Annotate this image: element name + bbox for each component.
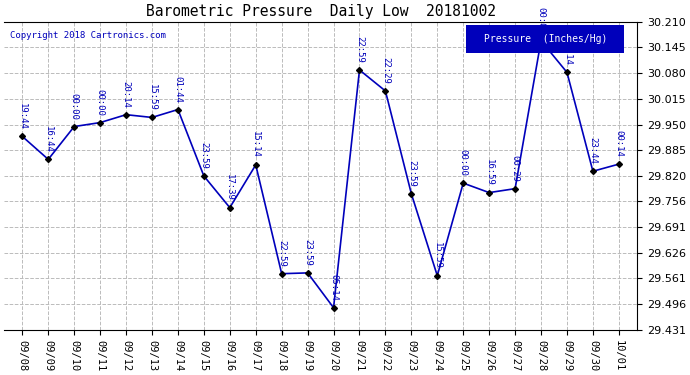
Text: 22:59: 22:59 [277,240,286,267]
Text: 23:59: 23:59 [303,239,312,266]
Text: 00:00: 00:00 [537,7,546,34]
Text: 01:44: 01:44 [173,76,182,103]
Text: 16:59: 16:59 [484,159,493,186]
Text: 00:00: 00:00 [70,93,79,120]
Text: 23:59: 23:59 [199,142,208,169]
Text: 16:44: 16:44 [43,126,52,152]
Text: 00:00: 00:00 [96,89,105,116]
Text: 05:14: 05:14 [329,274,338,301]
Text: 00:29: 00:29 [511,155,520,182]
Text: 22:59: 22:59 [355,36,364,63]
Text: 20:14: 20:14 [121,81,130,108]
Text: 23:44: 23:44 [589,137,598,164]
Text: 19:44: 19:44 [18,103,27,129]
Text: 22:29: 22:29 [381,57,390,84]
Text: 15:59: 15:59 [148,84,157,111]
Text: Copyright 2018 Cartronics.com: Copyright 2018 Cartronics.com [10,31,166,40]
Text: 15:59: 15:59 [433,242,442,269]
Text: 00:00: 00:00 [459,149,468,176]
Text: 15:14: 15:14 [251,131,260,158]
Title: Barometric Pressure  Daily Low  20181002: Barometric Pressure Daily Low 20181002 [146,4,495,19]
Text: 15:14: 15:14 [562,39,571,65]
Text: 23:59: 23:59 [407,160,416,187]
Text: 00:14: 00:14 [614,130,623,157]
Text: 17:39: 17:39 [226,174,235,201]
